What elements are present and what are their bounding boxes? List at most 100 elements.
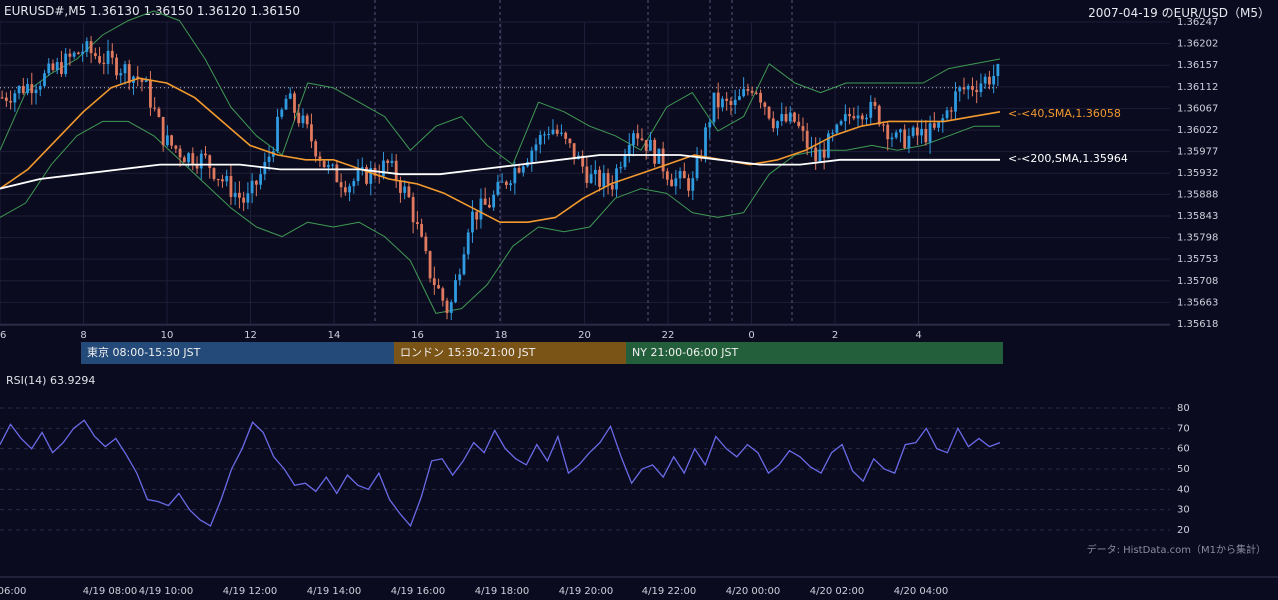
candle-body [882,124,885,126]
candle-body [318,156,322,161]
candle-body [382,160,385,177]
candle-body [149,79,152,108]
candle-body [644,140,648,151]
candle-body [534,144,538,151]
rsi-y-tick-label: 30 [1177,505,1190,516]
candle-body [233,192,237,197]
candle-body [733,99,737,106]
candle-body [653,139,657,164]
sma200-label: <-<200,SMA,1.35964 [1008,152,1128,165]
candle-body [810,147,813,149]
candle-body [390,160,394,163]
candle-body [365,167,368,184]
rsi-x-tick-label: 4/19 20:00 [559,586,613,597]
candle-body [348,186,351,193]
candle-body [513,167,517,184]
session-newyork: NY 21:00-06:00 JST [626,342,1003,364]
candle-body [68,53,72,57]
candle-body [954,91,957,112]
candle-body [949,110,953,112]
candle-body [721,98,724,108]
candle-body [479,198,483,220]
rsi-y-tick-label: 20 [1177,525,1190,536]
candle-body [886,124,890,140]
candle-body [788,112,792,122]
candle-body [144,79,148,82]
candle-body [51,63,55,70]
candle-body [492,194,496,208]
candle-body [483,198,487,205]
candle-body [322,160,326,168]
candle-body [98,56,101,63]
rsi-x-tick-label: 4/19 10:00 [139,586,193,597]
candle-body [899,129,902,133]
rsi-y-tick-label: 60 [1177,444,1190,455]
candle-body [326,164,330,168]
candle-body [746,89,750,91]
candle-body [725,98,729,101]
candle-body [606,173,610,185]
rsi-x-tick-label: 4/19 16:00 [391,586,445,597]
candle-body [619,167,623,169]
y-tick-label: 1.35798 [1177,233,1218,244]
candle-body [831,132,835,134]
candle-body [784,114,788,122]
candle-body [174,145,178,149]
candle-body [411,197,415,223]
candle-body [903,129,907,148]
y-tick-label: 1.35708 [1177,276,1218,287]
candle-body [424,236,428,252]
candle-body [182,157,186,163]
candle-body [971,85,974,90]
rsi-chart[interactable]: 20 30 40 50 60 70 80 06:00 4/19 08:00 4/19 10:00… [0,395,1278,600]
candle-body [428,251,432,279]
rsi-x-tick-label: 4/20 04:00 [894,586,948,597]
candle-body [856,115,860,119]
rsi-y-tick-label: 80 [1177,403,1190,414]
candle-body [369,168,373,184]
candle-body [924,128,928,143]
candle-body [339,182,343,188]
candle-body [975,89,979,93]
candle-body [593,169,597,175]
candle-body [102,62,106,64]
y-tick-label: 1.35888 [1177,189,1218,200]
candle-body [13,93,17,103]
candle-body [161,117,165,146]
candle-body [254,180,258,185]
price-chart[interactable]: 1.36247 1.36202 1.36157 1.36112 1.36067 1.360… [0,0,1278,340]
candle-body [47,63,51,74]
bollinger-lower [0,120,1000,314]
candle-body [695,157,699,179]
candle-body [466,232,470,255]
candle-body [475,211,479,220]
candle-body [9,100,12,103]
rsi-x-tick-label: 4/20 02:00 [810,586,864,597]
rsi-y-tick-label: 70 [1177,423,1190,434]
x-tick-label: 12 [244,330,257,340]
x-tick-label: 8 [80,330,86,340]
candle-body [310,124,313,142]
x-tick-label: 14 [328,330,341,340]
rsi-line [0,419,1001,528]
candle-body [242,197,246,203]
y-tick-label: 1.36022 [1177,125,1218,136]
candle-body [543,134,546,136]
rsi-y-tick-label: 40 [1177,484,1190,495]
candle-body [509,183,512,186]
candle-body [636,133,640,139]
candle-body [627,145,631,156]
x-tick-label: 16 [411,330,424,340]
y-tick-label: 1.35977 [1177,147,1218,158]
candle-body [0,97,4,99]
candle-body [966,85,970,90]
candle-body [547,133,551,135]
candle-body [64,53,68,75]
candle-body [165,135,169,146]
candle-body [716,92,720,108]
candle-body [420,223,424,237]
candle-body [759,92,762,103]
candle-body [403,186,407,193]
candle-body [928,123,932,143]
candle-body [564,132,568,139]
